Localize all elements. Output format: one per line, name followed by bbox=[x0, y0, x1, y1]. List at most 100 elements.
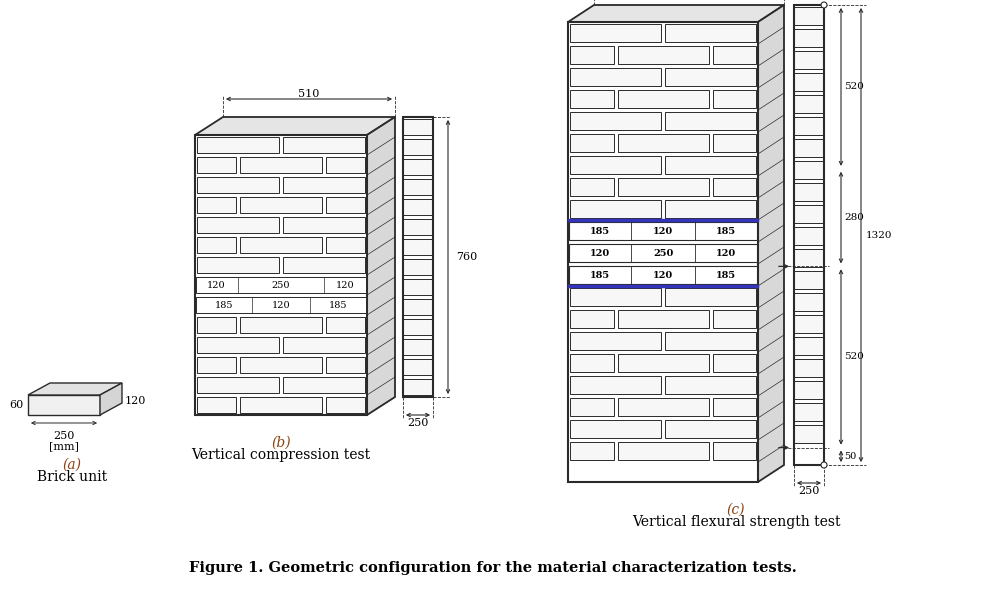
Bar bbox=[326, 357, 365, 373]
Bar bbox=[794, 161, 824, 179]
Text: 510: 510 bbox=[299, 89, 319, 99]
Bar bbox=[403, 319, 433, 335]
Text: (b): (b) bbox=[271, 436, 291, 450]
Bar bbox=[197, 137, 279, 153]
Bar bbox=[794, 117, 824, 135]
Bar bbox=[794, 7, 824, 25]
Bar bbox=[197, 237, 236, 253]
Bar bbox=[665, 244, 756, 262]
Text: Figure 1. Geometric configuration for the material characterization tests.: Figure 1. Geometric configuration for th… bbox=[189, 561, 797, 575]
Text: 120: 120 bbox=[590, 248, 609, 257]
Bar bbox=[197, 197, 236, 213]
Bar bbox=[713, 310, 756, 328]
Bar bbox=[403, 117, 433, 397]
Text: 185: 185 bbox=[214, 301, 233, 310]
Bar bbox=[713, 398, 756, 416]
Bar bbox=[617, 398, 709, 416]
Text: 185: 185 bbox=[329, 301, 348, 310]
Circle shape bbox=[821, 462, 827, 468]
Bar bbox=[197, 317, 236, 333]
Bar bbox=[240, 357, 322, 373]
Bar bbox=[403, 119, 433, 135]
Text: 185: 185 bbox=[590, 270, 609, 279]
Bar bbox=[570, 112, 661, 130]
Bar bbox=[403, 179, 433, 195]
Bar bbox=[570, 420, 661, 438]
Bar bbox=[665, 112, 756, 130]
Text: 250: 250 bbox=[407, 418, 429, 428]
Bar bbox=[197, 337, 279, 353]
Bar bbox=[240, 317, 322, 333]
Text: 120: 120 bbox=[336, 280, 355, 289]
Text: 185: 185 bbox=[716, 227, 737, 235]
Bar bbox=[240, 237, 322, 253]
Bar bbox=[570, 46, 613, 64]
Text: 120: 120 bbox=[653, 227, 673, 235]
Bar bbox=[283, 337, 365, 353]
Bar bbox=[403, 279, 433, 295]
Bar bbox=[240, 277, 322, 293]
Bar bbox=[794, 425, 824, 443]
Bar bbox=[665, 24, 756, 42]
Bar bbox=[617, 134, 709, 152]
Bar bbox=[617, 266, 709, 284]
Text: Vertical compression test: Vertical compression test bbox=[191, 448, 371, 462]
Bar bbox=[196, 297, 366, 313]
Bar bbox=[240, 197, 322, 213]
Bar bbox=[713, 222, 756, 240]
Bar bbox=[794, 403, 824, 421]
Bar bbox=[570, 134, 613, 152]
Bar bbox=[794, 359, 824, 377]
Polygon shape bbox=[568, 5, 784, 22]
Bar bbox=[617, 310, 709, 328]
Bar bbox=[665, 420, 756, 438]
Bar bbox=[197, 397, 236, 413]
Bar bbox=[570, 200, 661, 218]
Bar bbox=[326, 397, 365, 413]
Polygon shape bbox=[758, 5, 784, 482]
Bar bbox=[713, 266, 756, 284]
Text: 185: 185 bbox=[716, 270, 737, 279]
Bar bbox=[569, 266, 757, 284]
Bar bbox=[326, 237, 365, 253]
Text: 250: 250 bbox=[272, 280, 290, 289]
Text: 1320: 1320 bbox=[866, 231, 892, 240]
Text: 520: 520 bbox=[844, 352, 864, 362]
Bar bbox=[570, 332, 661, 350]
Bar bbox=[617, 354, 709, 372]
Bar bbox=[570, 442, 613, 460]
Bar bbox=[403, 299, 433, 315]
Text: 250: 250 bbox=[799, 486, 819, 496]
Bar bbox=[794, 249, 824, 267]
Bar bbox=[713, 178, 756, 196]
Text: [mm]: [mm] bbox=[49, 441, 79, 451]
Bar bbox=[197, 257, 279, 273]
Polygon shape bbox=[100, 383, 122, 415]
Bar bbox=[570, 266, 613, 284]
Bar bbox=[617, 90, 709, 108]
Bar bbox=[665, 376, 756, 394]
Bar bbox=[713, 134, 756, 152]
Bar bbox=[570, 376, 661, 394]
Bar bbox=[794, 227, 824, 245]
Bar bbox=[665, 288, 756, 306]
Bar bbox=[283, 257, 365, 273]
Bar bbox=[617, 442, 709, 460]
Bar bbox=[195, 135, 367, 415]
Bar bbox=[197, 157, 236, 173]
Text: 120: 120 bbox=[207, 280, 226, 289]
Text: 120: 120 bbox=[125, 396, 146, 406]
Bar bbox=[794, 337, 824, 355]
Bar bbox=[794, 5, 824, 465]
Bar bbox=[570, 354, 613, 372]
Bar bbox=[326, 197, 365, 213]
Bar bbox=[665, 68, 756, 86]
Bar bbox=[794, 271, 824, 289]
Bar bbox=[570, 68, 661, 86]
Bar bbox=[283, 217, 365, 233]
Bar bbox=[570, 90, 613, 108]
Bar bbox=[240, 157, 322, 173]
Circle shape bbox=[821, 2, 827, 8]
Bar bbox=[28, 395, 100, 415]
Bar bbox=[240, 397, 322, 413]
